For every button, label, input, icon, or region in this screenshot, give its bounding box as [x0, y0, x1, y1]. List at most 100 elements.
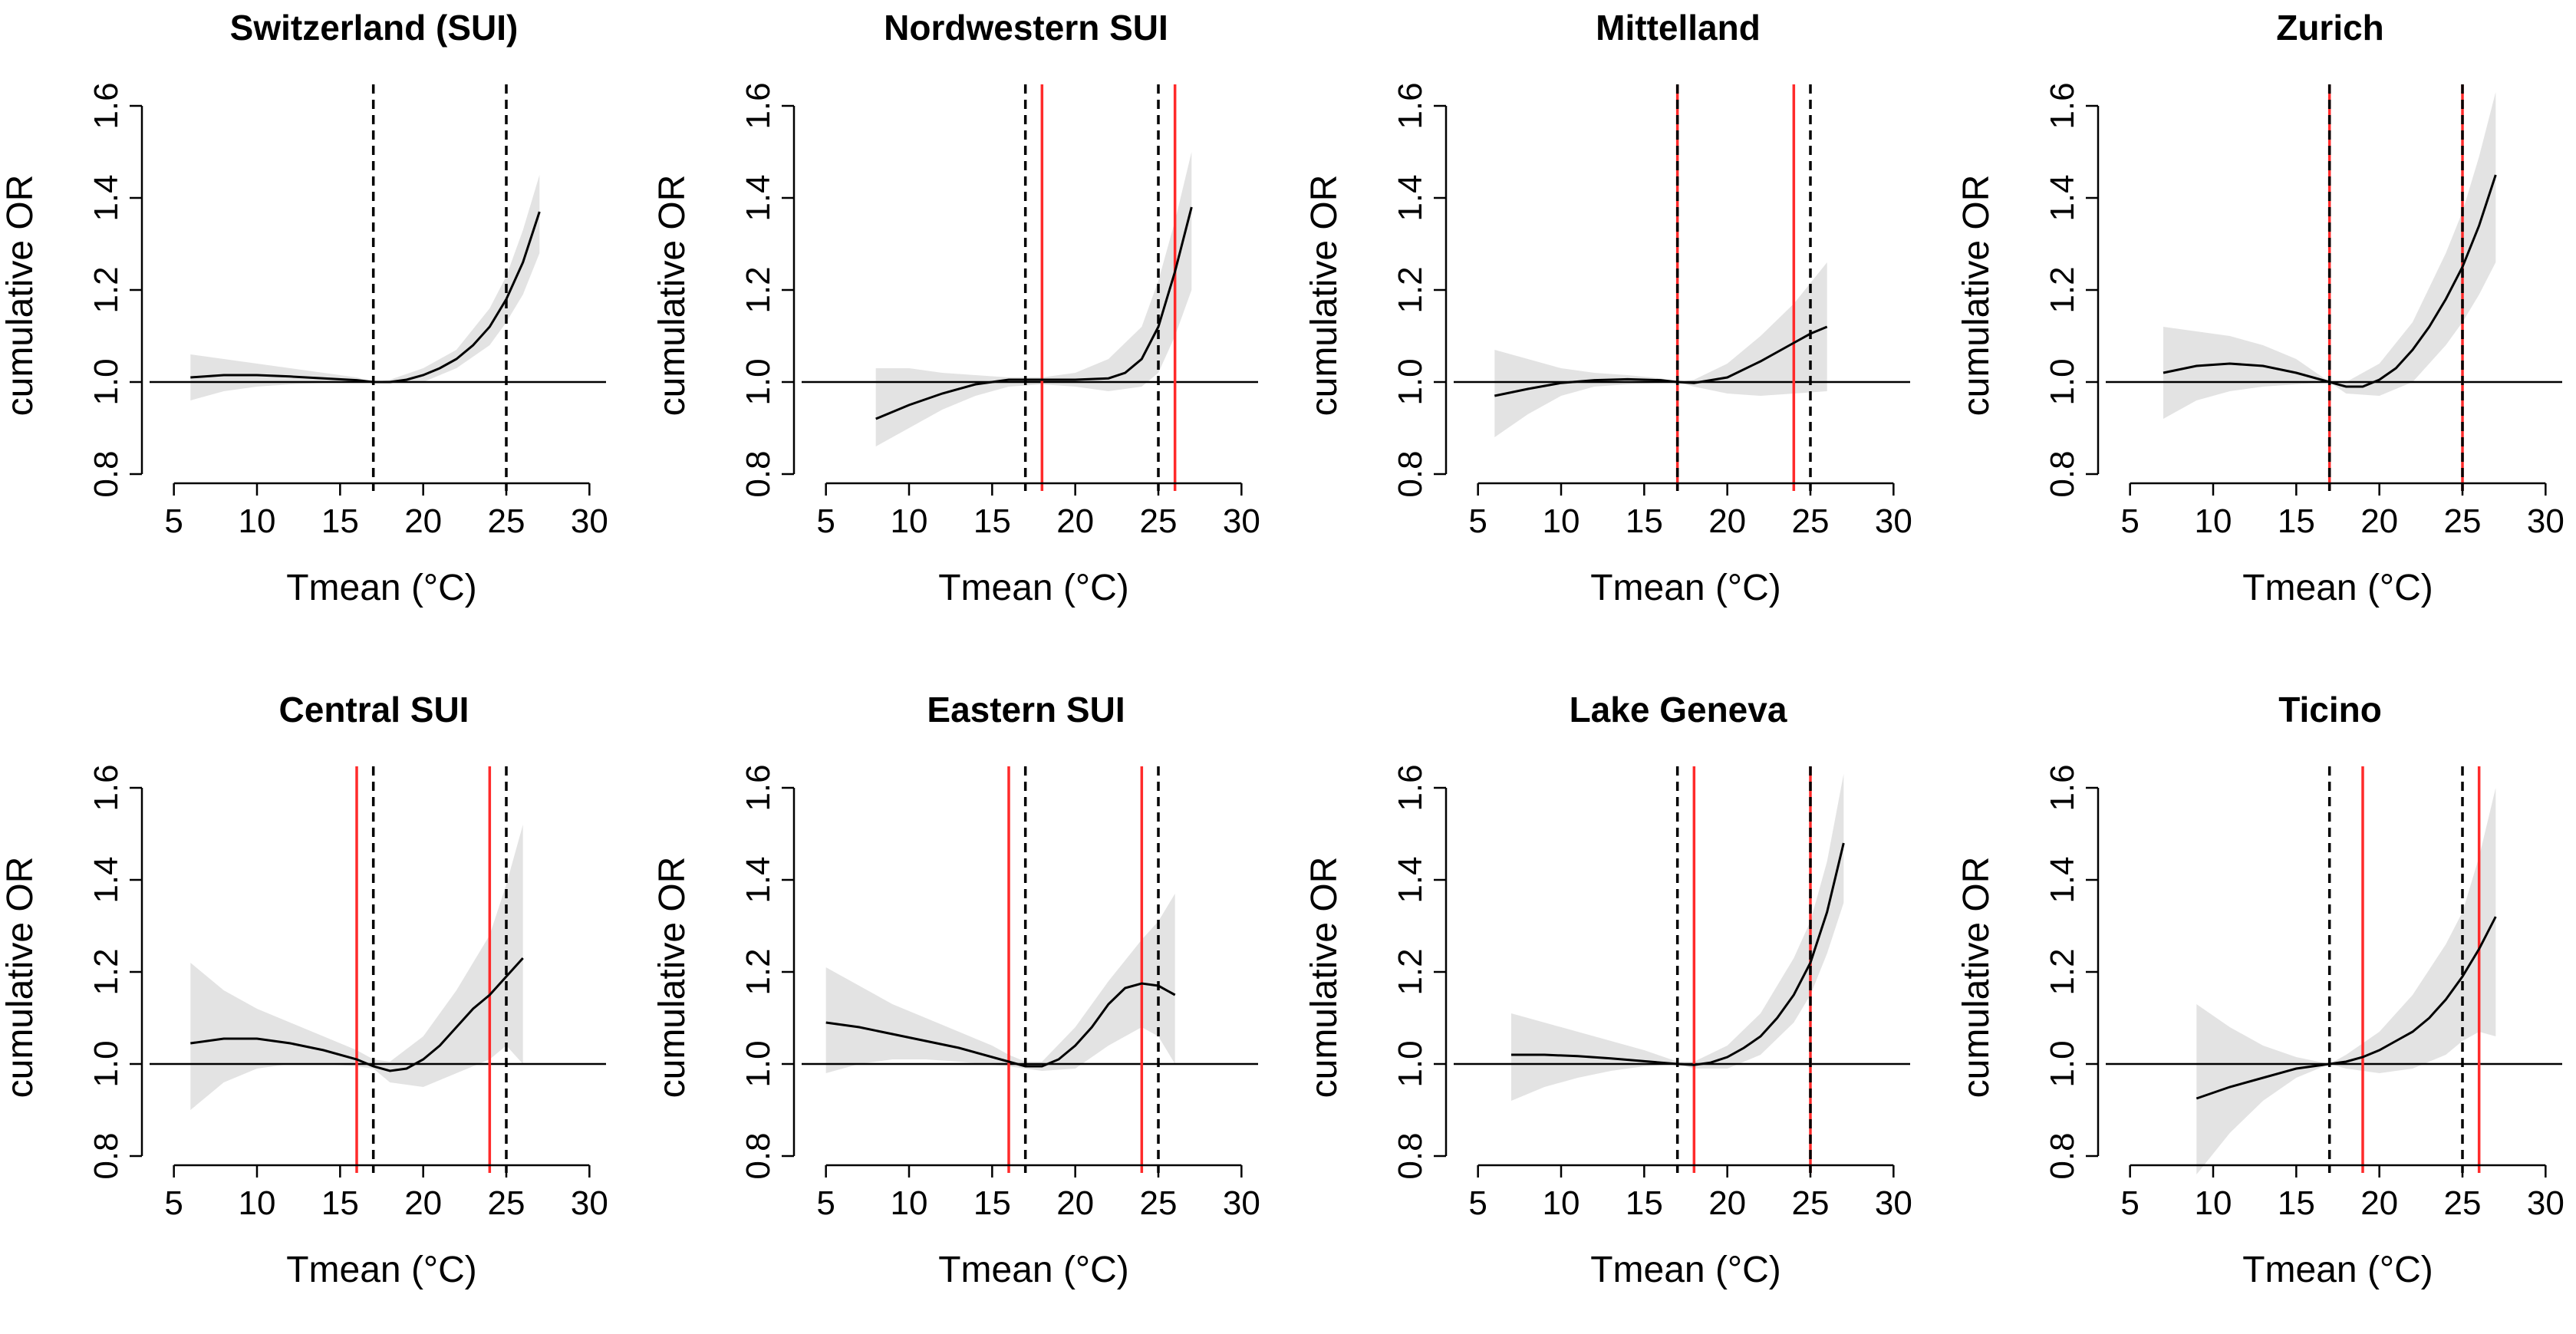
chart-svg: Lake Geneva 5 10 15 20 25 30 Tmean (°C) 0.8 1.0 1.…: [1304, 690, 1912, 1290]
chart-svg: Mittelland 5 10 15 20 25 30 Tmean (°C) 0.8 1.0 1.2…: [1304, 8, 1912, 608]
y-axis-label: cumulative OR: [0, 857, 41, 1098]
x-axis-label: Tmean (°C): [938, 1250, 1129, 1290]
y-tick-label: 1.2: [1392, 266, 1429, 313]
x-tick-label: 20: [1056, 502, 1094, 540]
x-tick-label: 5: [164, 502, 183, 540]
x-tick-label: 10: [891, 1184, 928, 1222]
x-tick-label: 25: [1140, 502, 1178, 540]
y-tick-label: 1.4: [87, 174, 125, 221]
x-axis-label: Tmean (°C): [1590, 568, 1781, 608]
chart-svg: Switzerland (SUI) 5 10 15 20 25 30 Tmean (°C) 0.…: [0, 8, 608, 608]
y-tick-label: 0.8: [740, 1132, 777, 1179]
y-tick-label: 1.0: [740, 1040, 777, 1087]
x-tick-label: 20: [1056, 1184, 1094, 1222]
or-curve: [2196, 916, 2497, 1100]
confidence-band: [1494, 262, 1827, 437]
chart-title: Lake Geneva: [1570, 690, 1787, 730]
confidence-band: [2196, 788, 2496, 1174]
x-tick-label: 30: [571, 1184, 608, 1222]
chart-title: Switzerland (SUI): [230, 8, 519, 48]
x-tick-label: 15: [321, 502, 359, 540]
x-tick-label: 15: [973, 1184, 1011, 1222]
or-curve: [825, 982, 1176, 1068]
chart-panel: Lake Geneva 5 10 15 20 25 30 Tmean (°C) 0.8 1.0 1.…: [1304, 682, 1956, 1334]
x-tick-label: 20: [2360, 1184, 2398, 1222]
or-curve: [190, 957, 524, 1072]
chart-panel: Central SUI 5 10 15 20 25 30 Tmean (°C) 0.8 1.0 1.…: [0, 682, 652, 1334]
x-tick-label: 30: [1875, 502, 1912, 540]
x-tick-label: 15: [2278, 1184, 2315, 1222]
or-curve: [1494, 325, 1828, 397]
confidence-band: [825, 894, 1175, 1073]
y-tick-label: 1.4: [87, 856, 125, 903]
chart-panel: Switzerland (SUI) 5 10 15 20 25 30 Tmean (°C) 0.…: [0, 0, 652, 652]
y-tick-label: 0.8: [1392, 450, 1429, 497]
x-axis-label: Tmean (°C): [286, 568, 477, 608]
x-tick-label: 5: [1468, 1184, 1487, 1222]
chart-svg: Ticino 5 10 15 20 25 30 Tmean (°C) 0.8 1.0 1.2 1.4 1…: [1956, 690, 2564, 1290]
x-axis-label: Tmean (°C): [2242, 1250, 2433, 1290]
x-tick-label: 20: [1708, 1184, 1746, 1222]
x-tick-label: 30: [2527, 502, 2564, 540]
chart-panel: Nordwestern SUI 5 10 15 20 25 30 Tmean (°C) 0.8 1…: [652, 0, 1304, 652]
y-tick-label: 1.0: [87, 358, 125, 405]
x-axis-label: Tmean (°C): [286, 1250, 477, 1290]
x-tick-label: 25: [488, 1184, 525, 1222]
x-tick-label: 10: [891, 502, 928, 540]
x-axis-label: Tmean (°C): [938, 568, 1129, 608]
y-tick-label: 1.4: [1392, 174, 1429, 221]
y-tick-label: 1.0: [740, 358, 777, 405]
x-tick-label: 20: [2360, 502, 2398, 540]
y-tick-label: 0.8: [87, 450, 125, 497]
y-axis-label: cumulative OR: [0, 175, 41, 417]
x-tick-label: 30: [1875, 1184, 1912, 1222]
chart-title: Zurich: [2276, 8, 2384, 48]
chart-svg: Eastern SUI 5 10 15 20 25 30 Tmean (°C) 0.8 1.0 1.…: [652, 690, 1260, 1290]
y-tick-label: 0.8: [2044, 1132, 2081, 1179]
y-axis-label: cumulative OR: [1956, 175, 1997, 417]
confidence-band: [190, 175, 540, 400]
y-tick-label: 0.8: [2044, 450, 2081, 497]
y-tick-label: 1.0: [2044, 1040, 2081, 1087]
x-tick-label: 15: [1626, 1184, 1663, 1222]
chart-title: Nordwestern SUI: [884, 8, 1168, 48]
x-axis-label: Tmean (°C): [1590, 1250, 1781, 1290]
y-tick-label: 1.6: [1392, 764, 1429, 811]
x-tick-label: 5: [2120, 1184, 2139, 1222]
y-tick-label: 1.2: [87, 948, 125, 995]
y-tick-label: 0.8: [740, 450, 777, 497]
y-tick-label: 1.4: [740, 856, 777, 903]
x-tick-label: 10: [239, 502, 276, 540]
or-curve: [1511, 842, 1845, 1066]
x-tick-label: 15: [2278, 502, 2315, 540]
y-axis-label: cumulative OR: [1956, 857, 1997, 1098]
x-tick-label: 10: [2195, 502, 2232, 540]
y-axis-label: cumulative OR: [652, 857, 693, 1098]
x-tick-label: 5: [2120, 502, 2139, 540]
x-tick-label: 15: [321, 1184, 359, 1222]
y-tick-label: 1.6: [740, 82, 777, 129]
chart-panel: Eastern SUI 5 10 15 20 25 30 Tmean (°C) 0.8 1.0 1.…: [652, 682, 1304, 1334]
chart-svg: Nordwestern SUI 5 10 15 20 25 30 Tmean (°C) 0.8 1…: [652, 8, 1260, 608]
x-tick-label: 25: [2444, 1184, 2482, 1222]
y-axis-label: cumulative OR: [652, 175, 693, 417]
y-tick-label: 1.6: [2044, 764, 2081, 811]
y-tick-label: 1.6: [87, 764, 125, 811]
x-tick-label: 30: [571, 502, 608, 540]
x-tick-label: 10: [239, 1184, 276, 1222]
x-tick-label: 10: [1543, 1184, 1580, 1222]
y-tick-label: 1.6: [2044, 82, 2081, 129]
y-tick-label: 1.4: [2044, 856, 2081, 903]
chart-title: Eastern SUI: [927, 690, 1125, 730]
chart-panel: Ticino 5 10 15 20 25 30 Tmean (°C) 0.8 1.0 1.2 1.4 1…: [1956, 682, 2576, 1334]
y-tick-label: 1.4: [2044, 174, 2081, 221]
x-tick-label: 20: [404, 502, 442, 540]
y-tick-label: 1.2: [2044, 266, 2081, 313]
chart-svg: Central SUI 5 10 15 20 25 30 Tmean (°C) 0.8 1.0 1.…: [0, 690, 608, 1290]
y-tick-label: 1.0: [2044, 358, 2081, 405]
chart-svg: Zurich 5 10 15 20 25 30 Tmean (°C) 0.8 1.0 1.2 1.4 1…: [1956, 8, 2564, 608]
confidence-band: [875, 152, 1192, 446]
x-tick-label: 20: [1708, 502, 1746, 540]
x-tick-label: 15: [1626, 502, 1663, 540]
